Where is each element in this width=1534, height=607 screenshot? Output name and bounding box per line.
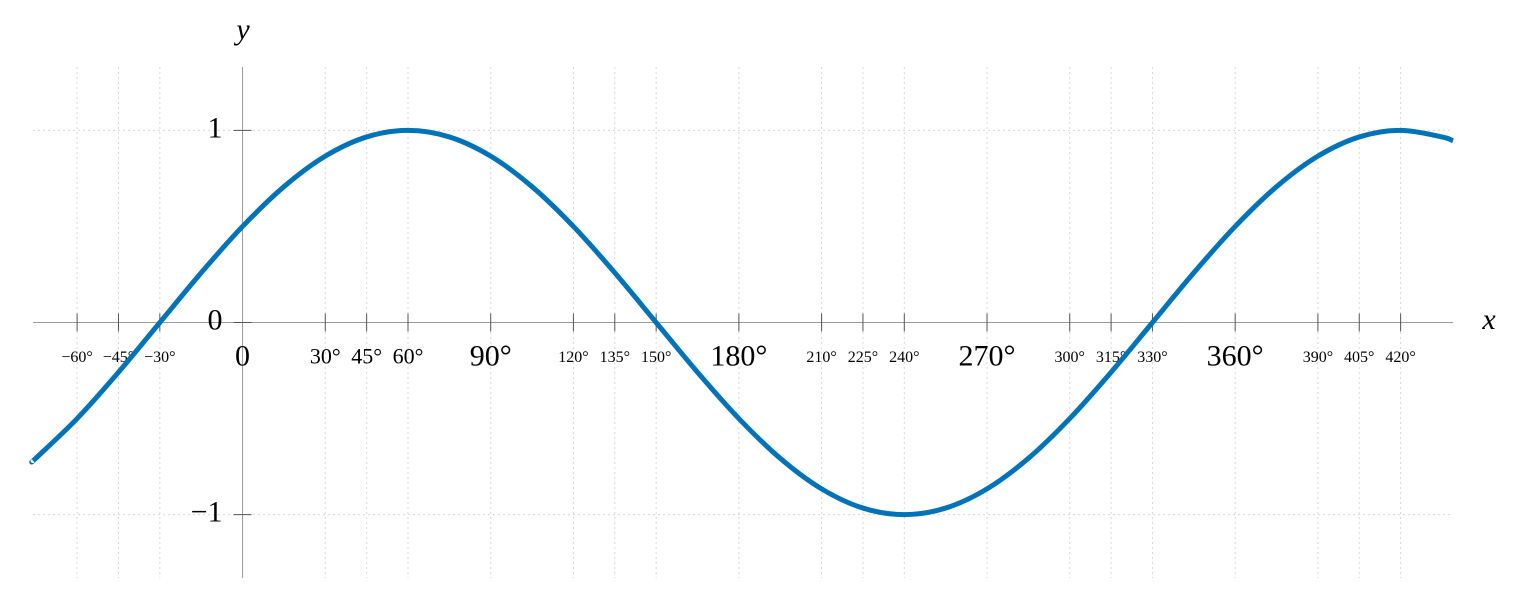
x-tick-label: 90° [470, 339, 512, 372]
y-tick-label: 1 [208, 111, 223, 144]
x-tick-label: 405° [1344, 349, 1374, 366]
x-tick-label: 420° [1385, 349, 1415, 366]
y-tick-label: −1 [191, 495, 223, 528]
x-tick-label: −60° [61, 349, 92, 366]
x-axis-label: x [1481, 303, 1496, 336]
x-tick-label: 60° [393, 344, 424, 369]
x-tick-label: 0 [235, 339, 250, 372]
x-tick-label: 330° [1137, 349, 1167, 366]
x-tick-label: 225° [848, 349, 878, 366]
x-tick-label: 300° [1055, 349, 1085, 366]
x-tick-label: 210° [806, 349, 836, 366]
x-tick-label: −30° [144, 349, 175, 366]
x-tick-label: 360° [1207, 339, 1264, 372]
y-axis-label: y [233, 13, 250, 46]
x-tick-label: 45° [351, 344, 382, 369]
curve [29, 127, 1454, 518]
x-tick-label: 270° [959, 339, 1016, 372]
x-tick-label: 390° [1303, 349, 1333, 366]
x-tick-label: 150° [641, 349, 671, 366]
x-tick-label: 180° [710, 339, 767, 372]
x-tick-label: 120° [558, 349, 588, 366]
x-tick-label: 30° [310, 344, 341, 369]
y-tick-label: 0 [208, 303, 223, 336]
x-tick-label: 135° [600, 349, 630, 366]
x-tick-label: 240° [889, 349, 919, 366]
